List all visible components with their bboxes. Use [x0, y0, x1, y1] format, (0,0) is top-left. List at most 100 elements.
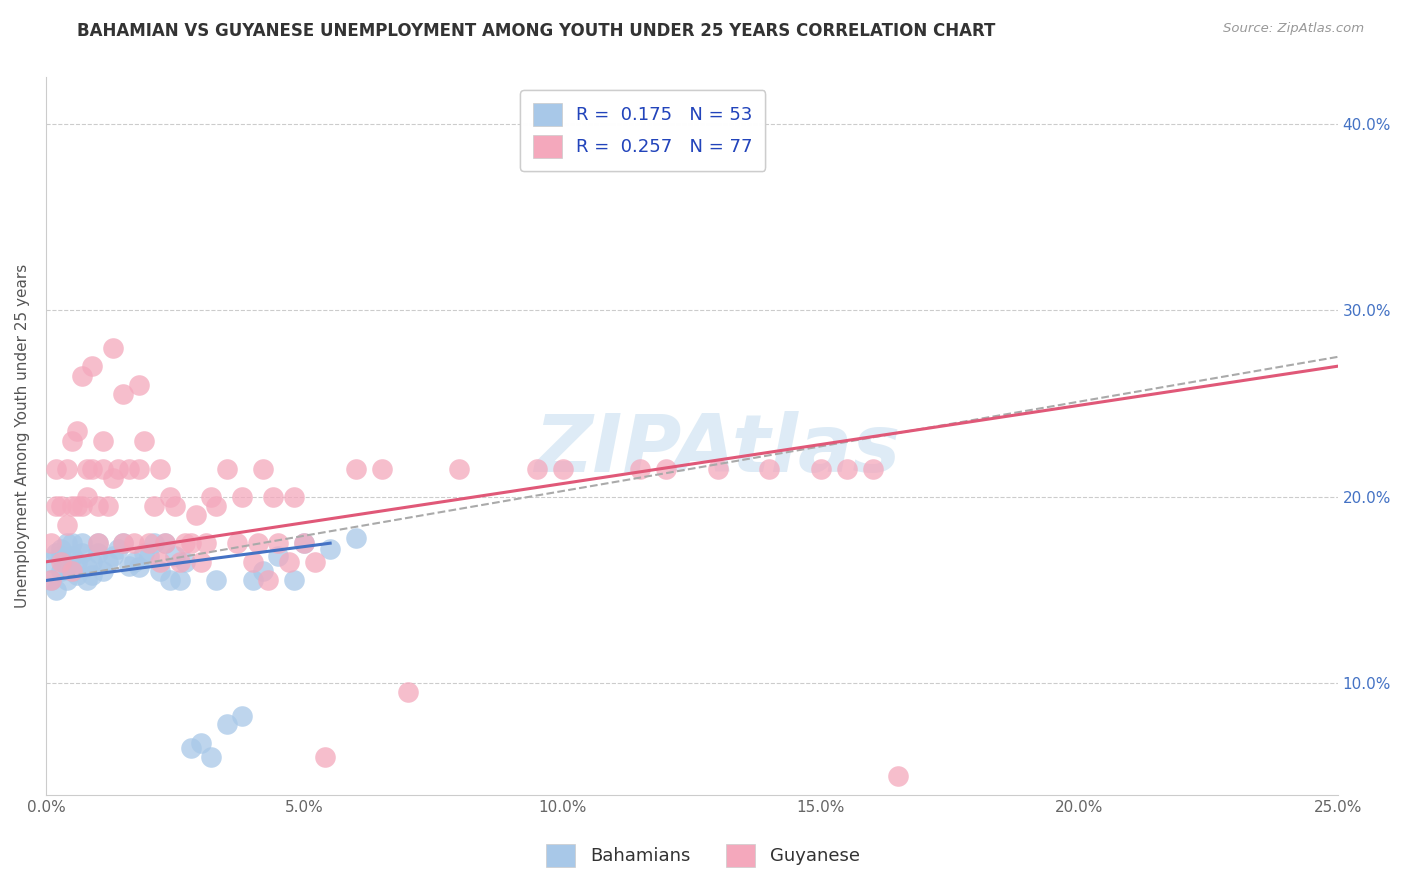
Point [117, 461, 139, 475]
Point [283, 574, 305, 588]
Point [706, 461, 728, 475]
Point [226, 536, 249, 550]
Point [97, 555, 120, 569]
Point [82, 359, 104, 374]
Legend: R =  0.175   N = 53, R =  0.257   N = 77: R = 0.175 N = 53, R = 0.257 N = 77 [520, 90, 765, 170]
Point [60, 499, 83, 513]
Point [51, 555, 73, 569]
Point [195, 536, 218, 550]
Point [344, 461, 367, 475]
Point [55, 517, 77, 532]
Point [101, 549, 124, 564]
Point [205, 499, 228, 513]
Point [277, 555, 299, 569]
Point [449, 461, 471, 475]
Point [862, 461, 884, 475]
Point [344, 531, 367, 545]
Point [134, 545, 156, 559]
Point [76, 461, 98, 475]
Point [314, 750, 336, 764]
Legend: Bahamians, Guyanese: Bahamians, Guyanese [540, 837, 866, 874]
Point [267, 536, 290, 550]
Point [165, 549, 187, 564]
Point [138, 536, 160, 550]
Point [252, 461, 274, 475]
Point [66, 567, 89, 582]
Point [66, 499, 89, 513]
Point [200, 490, 222, 504]
Point [97, 499, 120, 513]
Text: ZIPAtlas: ZIPAtlas [534, 411, 901, 490]
Point [628, 461, 651, 475]
Point [526, 461, 548, 475]
Point [184, 508, 207, 523]
Point [190, 555, 212, 569]
Point [190, 735, 212, 749]
Point [153, 536, 176, 550]
Point [66, 425, 89, 439]
Point [257, 574, 280, 588]
Point [887, 769, 910, 783]
Point [169, 555, 191, 569]
Point [143, 499, 166, 513]
Point [101, 341, 124, 355]
Point [242, 574, 264, 588]
Point [134, 434, 156, 448]
Point [86, 545, 108, 559]
Point [128, 560, 150, 574]
Point [82, 555, 104, 569]
Point [91, 564, 114, 578]
Point [283, 490, 305, 504]
Point [45, 582, 67, 597]
Point [149, 564, 172, 578]
Point [70, 536, 93, 550]
Point [169, 574, 191, 588]
Point [45, 499, 67, 513]
Point [51, 564, 73, 578]
Point [60, 564, 83, 578]
Point [86, 536, 108, 550]
Y-axis label: Unemployment Among Youth under 25 years: Unemployment Among Youth under 25 years [15, 264, 30, 608]
Point [82, 567, 104, 582]
Point [51, 541, 73, 556]
Point [149, 461, 172, 475]
Point [252, 564, 274, 578]
Text: Source: ZipAtlas.com: Source: ZipAtlas.com [1223, 22, 1364, 36]
Point [165, 499, 187, 513]
Point [180, 536, 202, 550]
Point [60, 434, 83, 448]
Point [758, 461, 780, 475]
Point [215, 461, 238, 475]
Point [39, 574, 62, 588]
Point [319, 541, 342, 556]
Point [66, 555, 89, 569]
Point [138, 549, 160, 564]
Point [76, 560, 98, 574]
Point [55, 461, 77, 475]
Point [200, 750, 222, 764]
Point [51, 499, 73, 513]
Point [174, 555, 197, 569]
Point [267, 549, 290, 564]
Point [215, 717, 238, 731]
Point [304, 555, 326, 569]
Point [112, 536, 135, 550]
Point [39, 555, 62, 569]
Point [60, 536, 83, 550]
Point [292, 536, 315, 550]
Point [55, 574, 77, 588]
Point [70, 499, 93, 513]
Point [246, 536, 269, 550]
Point [39, 536, 62, 550]
Point [112, 536, 135, 550]
Point [159, 574, 181, 588]
Point [70, 545, 93, 559]
Point [143, 536, 166, 550]
Point [76, 490, 98, 504]
Point [174, 536, 197, 550]
Point [55, 536, 77, 550]
Point [180, 741, 202, 756]
Point [242, 555, 264, 569]
Point [86, 536, 108, 550]
Point [551, 461, 574, 475]
